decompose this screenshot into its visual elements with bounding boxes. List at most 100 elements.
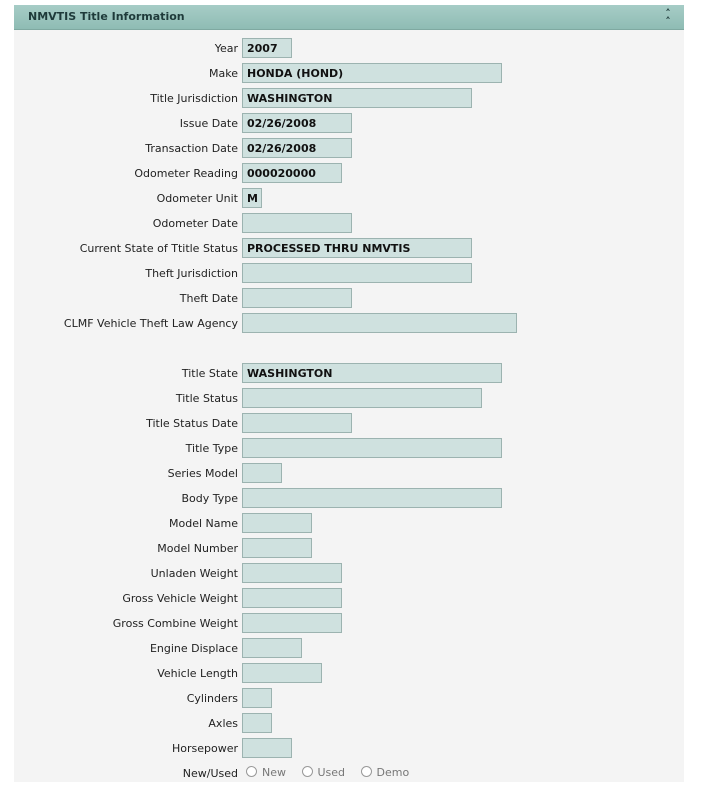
- gross-vehicle-weight-label: Gross Vehicle Weight: [122, 592, 238, 605]
- row-model-name: Model Name: [14, 513, 684, 535]
- theft-jurisdiction-label: Theft Jurisdiction: [145, 267, 238, 280]
- unladen-weight-field[interactable]: [242, 563, 342, 583]
- transaction-date-label: Transaction Date: [145, 142, 238, 155]
- row-gross-vehicle-weight: Gross Vehicle Weight: [14, 588, 684, 610]
- title-status-field[interactable]: [242, 388, 482, 408]
- title-status-date-field[interactable]: [242, 413, 352, 433]
- horsepower-label: Horsepower: [171, 742, 238, 755]
- gross-combine-weight-label: Gross Combine Weight: [112, 617, 238, 630]
- row-gross-combine-weight: Gross Combine Weight: [14, 613, 684, 635]
- unladen-weight-label: Unladen Weight: [150, 567, 238, 580]
- row-title-state: Title State WASHINGTON: [14, 363, 684, 385]
- year-field[interactable]: 2007: [242, 38, 292, 58]
- row-issue-date: Issue Date 02/26/2008: [14, 113, 684, 135]
- title-status-label: Title Status: [175, 392, 238, 405]
- clmf-agency-label: CLMF Vehicle Theft Law Agency: [63, 317, 238, 330]
- row-horsepower: Horsepower: [14, 738, 684, 760]
- series-model-field[interactable]: [242, 463, 282, 483]
- axles-field[interactable]: [242, 713, 272, 733]
- odometer-unit-field[interactable]: M: [242, 188, 262, 208]
- row-series-model: Series Model: [14, 463, 684, 485]
- row-title-status-date: Title Status Date: [14, 413, 684, 435]
- row-title-type: Title Type: [14, 438, 684, 460]
- row-transaction-date: Transaction Date 02/26/2008: [14, 138, 684, 160]
- title-state-field[interactable]: WASHINGTON: [242, 363, 502, 383]
- body-type-field[interactable]: [242, 488, 502, 508]
- row-model-number: Model Number: [14, 538, 684, 560]
- row-engine-displace: Engine Displace: [14, 638, 684, 660]
- model-number-label: Model Number: [157, 542, 238, 555]
- row-current-title-status: Current State of Ttitle Status PROCESSED…: [14, 238, 684, 260]
- row-theft-jurisdiction: Theft Jurisdiction: [14, 263, 684, 285]
- engine-displace-field[interactable]: [242, 638, 302, 658]
- odometer-reading-field[interactable]: 000020000: [242, 163, 342, 183]
- make-label: Make: [209, 67, 238, 80]
- title-jurisdiction-label: Title Jurisdiction: [150, 92, 238, 105]
- vehicle-length-field[interactable]: [242, 663, 322, 683]
- row-odometer-reading: Odometer Reading 000020000: [14, 163, 684, 185]
- model-name-field[interactable]: [242, 513, 312, 533]
- title-state-label: Title State: [181, 367, 238, 380]
- row-unladen-weight: Unladen Weight: [14, 563, 684, 585]
- issue-date-field[interactable]: 02/26/2008: [242, 113, 352, 133]
- cylinders-label: Cylinders: [186, 692, 238, 705]
- vehicle-length-label: Vehicle Length: [157, 667, 238, 680]
- radio-demo-label: Demo: [376, 766, 410, 779]
- transaction-date-field[interactable]: 02/26/2008: [242, 138, 352, 158]
- double-chevron-up-icon[interactable]: ˄ ˄: [665, 7, 671, 28]
- row-body-type: Body Type: [14, 488, 684, 510]
- odometer-date-field[interactable]: [242, 213, 352, 233]
- panel-header: NMVTIS Title Information ˄ ˄: [14, 5, 684, 30]
- radio-used[interactable]: Used: [301, 766, 346, 779]
- theft-date-field[interactable]: [242, 288, 352, 308]
- issue-date-label: Issue Date: [179, 117, 238, 130]
- radio-used-circle[interactable]: [301, 766, 313, 777]
- row-cylinders: Cylinders: [14, 688, 684, 710]
- row-vehicle-length: Vehicle Length: [14, 663, 684, 685]
- series-model-label: Series Model: [167, 467, 238, 480]
- current-title-status-field[interactable]: PROCESSED THRU NMVTIS: [242, 238, 472, 258]
- clmf-agency-field[interactable]: [242, 313, 517, 333]
- cylinders-field[interactable]: [242, 688, 272, 708]
- title-jurisdiction-field[interactable]: WASHINGTON: [242, 88, 472, 108]
- row-year: Year 2007: [14, 38, 684, 60]
- year-label: Year: [214, 42, 238, 55]
- gross-vehicle-weight-field[interactable]: [242, 588, 342, 608]
- body-type-label: Body Type: [181, 492, 238, 505]
- new-used-label: New/Used: [182, 767, 238, 780]
- title-type-field[interactable]: [242, 438, 502, 458]
- title-type-label: Title Type: [185, 442, 238, 455]
- odometer-unit-label: Odometer Unit: [156, 192, 238, 205]
- title-status-date-label: Title Status Date: [146, 417, 238, 430]
- odometer-date-label: Odometer Date: [152, 217, 238, 230]
- row-title-jurisdiction: Title Jurisdiction WASHINGTON: [14, 88, 684, 110]
- row-theft-date: Theft Date: [14, 288, 684, 310]
- radio-new[interactable]: New: [246, 766, 286, 779]
- theft-date-label: Theft Date: [179, 292, 238, 305]
- current-title-status-label: Current State of Ttitle Status: [79, 242, 238, 255]
- radio-demo-circle[interactable]: [360, 766, 372, 777]
- model-number-field[interactable]: [242, 538, 312, 558]
- row-title-status: Title Status: [14, 388, 684, 410]
- axles-label: Axles: [208, 717, 238, 730]
- theft-jurisdiction-field[interactable]: [242, 263, 472, 283]
- gross-combine-weight-field[interactable]: [242, 613, 342, 633]
- row-odometer-unit: Odometer Unit M: [14, 188, 684, 210]
- model-name-label: Model Name: [169, 517, 238, 530]
- radio-used-label: Used: [317, 766, 346, 779]
- new-used-radio-group: New Used Demo: [246, 766, 421, 779]
- radio-new-circle[interactable]: [246, 766, 257, 777]
- radio-demo[interactable]: Demo: [360, 766, 410, 779]
- row-make: Make HONDA (HOND): [14, 63, 684, 85]
- horsepower-field[interactable]: [242, 738, 292, 758]
- row-new-used: New/Used New Used Demo: [14, 763, 684, 785]
- engine-displace-label: Engine Displace: [149, 642, 238, 655]
- row-clmf-agency: CLMF Vehicle Theft Law Agency: [14, 313, 684, 335]
- row-odometer-date: Odometer Date: [14, 213, 684, 235]
- nmvtis-title-panel: NMVTIS Title Information ˄ ˄ Year 2007 Ma…: [14, 5, 684, 782]
- panel-title: NMVTIS Title Information: [28, 10, 185, 23]
- row-axles: Axles: [14, 713, 684, 735]
- odometer-reading-label: Odometer Reading: [134, 167, 238, 180]
- make-field[interactable]: HONDA (HOND): [242, 63, 502, 83]
- radio-new-label: New: [262, 766, 286, 779]
